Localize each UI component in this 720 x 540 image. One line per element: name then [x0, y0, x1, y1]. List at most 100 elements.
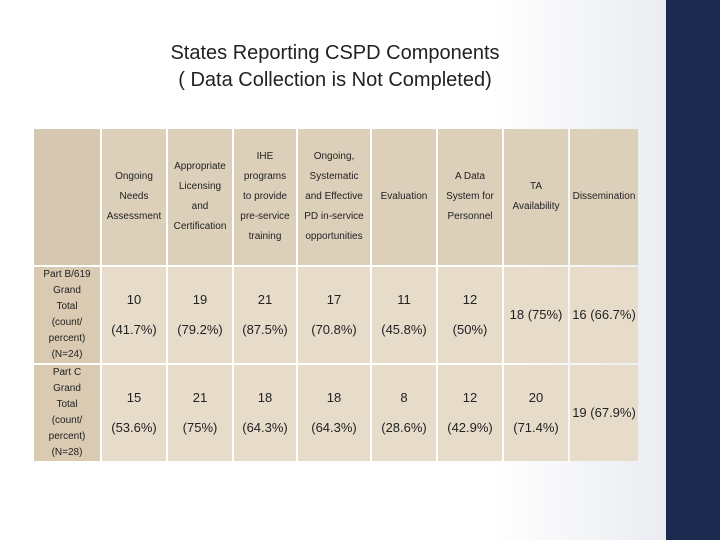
data-cell: 21 (87.5%) [234, 267, 296, 363]
row-header-line: Grand [53, 285, 81, 296]
row-header-line: percent) [48, 431, 86, 442]
cell-count: 11 [397, 292, 411, 307]
column-header-line: PD in-service [304, 211, 364, 222]
data-cell: 16 (66.7%) [570, 267, 638, 363]
column-header: TA Availability [504, 129, 568, 265]
column-header-line: Evaluation [380, 191, 428, 202]
cell-percent: (87.5%) [242, 322, 288, 337]
data-cell: 15 (53.6%) [102, 365, 166, 461]
data-cell: 12 (42.9%) [438, 365, 502, 461]
column-header-line: Availability [512, 201, 560, 212]
cspd-components-table: Ongoing Needs Assessment Appropriate Licensi… [32, 127, 640, 463]
cell-percent: (42.9%) [447, 420, 493, 435]
column-header-line: Dissemination [572, 191, 636, 202]
cell-count: 12 [462, 390, 478, 405]
corner-cell [34, 129, 100, 265]
column-header: A Data System for Personnel [438, 129, 502, 265]
column-header: IHE programs to provide pre-service training [234, 129, 296, 265]
row-header-line: Total [56, 399, 78, 410]
data-cell: 10 (41.7%) [102, 267, 166, 363]
column-header-line: to provide [243, 191, 287, 202]
column-header-line: and [191, 201, 209, 212]
table-row: Part B/619 Grand Total (count/percent) (N=24… [34, 267, 638, 363]
data-cell: 12 (50%) [438, 267, 502, 363]
column-header-line: training [248, 231, 282, 242]
cell-percent: (71.4%) [513, 420, 559, 435]
row-header-line: (N=28) [51, 447, 83, 458]
column-header-line: System for [446, 191, 494, 202]
data-cell: 18 (64.3%) [298, 365, 370, 461]
row-header-line: Part C [52, 367, 82, 378]
data-cell: 11 (45.8%) [372, 267, 436, 363]
data-cell: 21 (75%) [168, 365, 232, 461]
column-header-line: pre-service [240, 211, 290, 222]
row-header-line: (N=24) [51, 349, 83, 360]
title-line-1: States Reporting CSPD Components [170, 42, 500, 64]
cell-count: 19 [192, 292, 208, 307]
row-header-line: Part B/619 [43, 269, 91, 280]
cell-count: 12 [462, 292, 478, 307]
table-row: Part C Grand Total (count/percent) (N=28) 15 (… [34, 365, 638, 461]
slide-title: States Reporting CSPD Components ( Data … [110, 40, 560, 94]
column-header-line: Appropriate [174, 161, 226, 172]
cell-count: 20 [528, 390, 544, 405]
column-header-line: Licensing [178, 181, 222, 192]
column-header-line: Certification [173, 221, 227, 232]
row-header: Part B/619 Grand Total (count/percent) (N=24… [34, 267, 100, 363]
cell-percent: (45.8%) [381, 322, 427, 337]
data-cell: 18 (64.3%) [234, 365, 296, 461]
cell-percent: (50%) [452, 322, 488, 337]
navy-side-bar [666, 0, 720, 540]
column-header-line: Needs [119, 191, 149, 202]
column-header-line: TA [529, 181, 543, 192]
cell-count: 21 [257, 292, 273, 307]
row-header-line: (count/ [51, 415, 83, 426]
cell-count: 18 (75%) [509, 307, 563, 322]
row-header: Part C Grand Total (count/percent) (N=28) [34, 365, 100, 461]
column-header-line: A Data [454, 171, 486, 182]
cell-percent: (41.7%) [111, 322, 157, 337]
column-header-line: Personnel [447, 211, 493, 222]
cell-percent: (70.8%) [311, 322, 357, 337]
cell-count: 18 [257, 390, 273, 405]
cell-count: 15 [126, 390, 142, 405]
cell-count: 8 [400, 390, 408, 405]
data-cell: 19 (67.9%) [570, 365, 638, 461]
cell-percent: (64.3%) [242, 420, 288, 435]
cell-percent: (64.3%) [311, 420, 357, 435]
column-header-line: Systematic [309, 171, 359, 182]
row-header-line: (count/ [51, 317, 83, 328]
column-header-line: Assessment [106, 211, 162, 222]
column-header-line: IHE [256, 151, 274, 162]
data-cell: 19 (79.2%) [168, 267, 232, 363]
row-header-line: Grand [53, 383, 81, 394]
table-body: Ongoing Needs Assessment Appropriate Licensi… [34, 129, 638, 461]
cell-count: 21 [192, 390, 208, 405]
data-cell: 17 (70.8%) [298, 267, 370, 363]
row-header-line: Total [56, 301, 78, 312]
column-header: Evaluation [372, 129, 436, 265]
cell-count: 17 [326, 292, 342, 307]
column-header: Ongoing, Systematic and Effective PD in-ser… [298, 129, 370, 265]
cell-count: 19 (67.9%) [572, 405, 636, 420]
column-header-line: Ongoing, [313, 151, 355, 162]
cell-count: 16 (66.7%) [572, 307, 636, 322]
data-cell: 18 (75%) [504, 267, 568, 363]
cell-percent: (75%) [182, 420, 218, 435]
row-header-line: percent) [48, 333, 86, 344]
data-cell: 8 (28.6%) [372, 365, 436, 461]
cell-percent: (79.2%) [177, 322, 223, 337]
data-cell: 20 (71.4%) [504, 365, 568, 461]
column-header: Appropriate Licensing and Certification [168, 129, 232, 265]
cell-percent: (28.6%) [381, 420, 427, 435]
column-header: Dissemination [570, 129, 638, 265]
cell-percent: (53.6%) [111, 420, 157, 435]
column-header-line: and Effective [305, 191, 363, 202]
column-header-line: Ongoing [115, 171, 153, 182]
column-header-line: opportunities [305, 231, 363, 242]
cell-count: 10 [126, 292, 142, 307]
column-header-line: programs [243, 171, 287, 182]
column-header: Ongoing Needs Assessment [102, 129, 166, 265]
cell-count: 18 [326, 390, 342, 405]
title-line-2: ( Data Collection is Not Completed) [178, 69, 492, 91]
